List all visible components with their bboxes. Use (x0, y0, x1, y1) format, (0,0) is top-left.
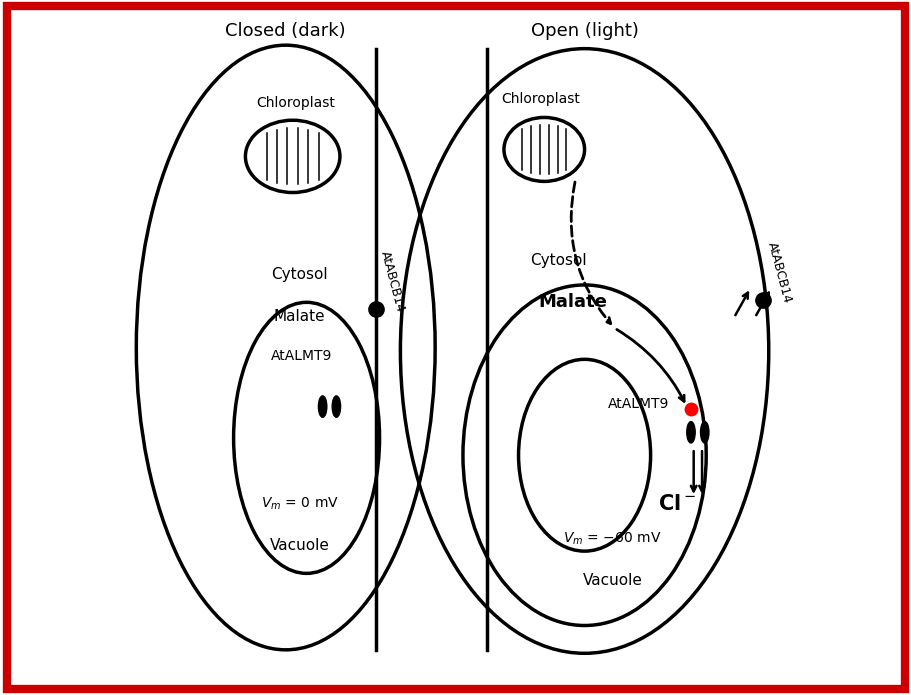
Ellipse shape (318, 396, 326, 417)
Text: AtALMT9: AtALMT9 (271, 349, 332, 363)
Text: Closed (dark): Closed (dark) (225, 22, 345, 40)
Text: Cytosol: Cytosol (271, 267, 328, 282)
Text: Open (light): Open (light) (530, 22, 638, 40)
Text: Malate: Malate (537, 293, 607, 311)
Text: $V_m$ = −60 mV: $V_m$ = −60 mV (563, 530, 660, 547)
Text: Cl$^-$: Cl$^-$ (657, 494, 695, 514)
Text: Vacuole: Vacuole (582, 573, 641, 588)
Text: Malate: Malate (273, 309, 325, 324)
Text: Cytosol: Cytosol (530, 253, 587, 268)
Text: Chloroplast: Chloroplast (256, 96, 335, 110)
Text: AtABCB14: AtABCB14 (764, 240, 793, 304)
Ellipse shape (686, 422, 694, 443)
Text: AtALMT9: AtALMT9 (607, 398, 668, 411)
Ellipse shape (332, 396, 340, 417)
Text: AtABCB14: AtABCB14 (377, 250, 406, 313)
Text: Chloroplast: Chloroplast (501, 92, 579, 106)
Text: Vacuole: Vacuole (270, 538, 329, 553)
Ellipse shape (700, 422, 708, 443)
Text: $V_m$ = 0 mV: $V_m$ = 0 mV (261, 496, 338, 512)
